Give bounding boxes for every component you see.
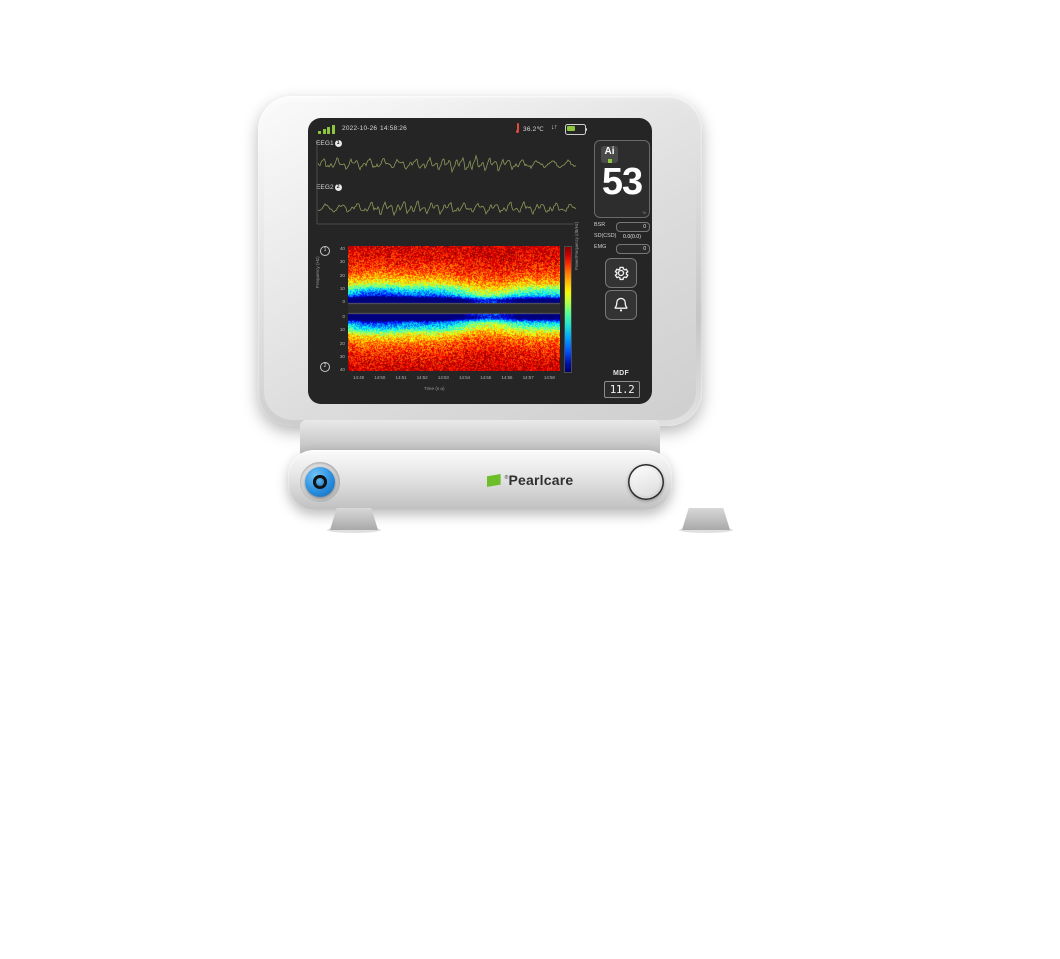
status-temperature: 36.2℃ (523, 126, 544, 133)
status-time: 14:58:26 (380, 125, 407, 132)
spectrogram-xtick: 14:56 (501, 375, 513, 380)
param-label-bsr: BSR (594, 222, 606, 228)
param-label-emg: EMG (594, 244, 607, 250)
numeric-panel: Ai 53 % BSR 0 SD(CSD) 0.0(0.0) EMG 0 (594, 140, 650, 398)
settings-button[interactable] (605, 258, 637, 288)
spectrogram-xtick: 14:51 (395, 375, 407, 380)
ai-index-box[interactable]: Ai 53 % (594, 140, 650, 218)
stand-leg-left (330, 508, 378, 530)
param-value-emg: 0 (643, 246, 646, 252)
spectrogram-ytick: 30 (339, 259, 345, 265)
param-value-bsr: 0 (643, 224, 646, 230)
spectrogram-channel1-marker: 1 (320, 246, 330, 256)
gear-icon (614, 266, 629, 281)
eeg1-trace (317, 154, 577, 174)
param-bar-bsr: 0 (616, 222, 650, 232)
spectrogram-ytick: 40 (339, 367, 345, 372)
spectrogram-yticks-top: 40 30 20 10 0 (329, 246, 345, 304)
spectrogram-xtick: 14:58 (543, 375, 555, 380)
spectrogram-panel: Frequency (Hz) 1 2 40 30 20 10 0 0 10 20 30 40 P… (315, 222, 594, 396)
ai-index-unit: % (642, 210, 646, 215)
ai-tag-icon: Ai (601, 146, 618, 163)
up-down-arrows-icon: ↓↑ (551, 124, 558, 131)
screenshot-root: 2022-10-26 14:58:26 36.2℃ ↓↑ EEG1 1 EEG2 2 (0, 96, 1060, 533)
eeg1-badge: 1 (334, 140, 342, 147)
spectrogram-xtick: 14:55 (480, 375, 492, 380)
monitor-screen: 2022-10-26 14:58:26 36.2℃ ↓↑ EEG1 1 EEG2 2 (308, 118, 652, 404)
stand-shadow-left (327, 527, 381, 533)
leaf-icon (486, 474, 501, 487)
spectrogram-ytick: 40 (339, 246, 345, 251)
spectrogram-xtick: 14:53 (437, 375, 449, 380)
spectrogram-plot (348, 246, 560, 371)
spectrogram-xtick: 14:50 (374, 375, 386, 380)
spectrogram-ytick: 0 (342, 299, 345, 304)
waveform-axis (316, 144, 574, 225)
status-date: 2022-10-26 (342, 125, 378, 132)
param-label-sdcsd: SD(CSD) (594, 233, 617, 239)
spectrogram-xtick: 14:52 (416, 375, 428, 380)
battery-icon (565, 124, 587, 135)
eeg1-label: EEG1 1 (316, 140, 342, 147)
eeg-waveform-panel: EEG1 1 EEG2 2 (316, 140, 580, 236)
param-row-bsr[interactable]: BSR 0 (594, 222, 650, 232)
spectrogram-ytick: 10 (339, 285, 345, 291)
param-row-emg[interactable]: EMG 0 (594, 244, 650, 254)
spectrogram-yticks-bottom: 0 10 20 30 40 (329, 314, 345, 372)
rotary-knob-core (316, 478, 324, 486)
stand-shadow-right (679, 527, 733, 533)
bell-icon (614, 297, 628, 312)
param-value-sdcsd: 0.0(0.0) (623, 234, 641, 240)
spectrogram-colorbar (564, 246, 572, 373)
eeg2-badge: 2 (334, 184, 342, 191)
spectrogram-xtick: 14:57 (522, 375, 534, 380)
spectrogram-xtick: 14:49 (353, 375, 365, 380)
spectrogram-y-axis-label: Frequency (Hz) (315, 256, 320, 288)
param-bar-emg: 0 (616, 244, 650, 254)
spectrogram-ytick: 30 (339, 353, 345, 359)
mdf-value: 11.2 (604, 381, 640, 398)
spectrogram-ytick: 20 (339, 272, 345, 278)
mdf-label: MDF (612, 370, 630, 377)
signal-bars-icon (318, 124, 338, 134)
thermometer-icon (516, 123, 520, 134)
status-bar: 2022-10-26 14:58:26 36.2℃ ↓↑ (308, 118, 652, 138)
spectrogram-channel2-marker: 2 (320, 362, 330, 372)
ai-index-value: 53 (601, 161, 643, 203)
spectrogram-ytick: 0 (342, 314, 345, 319)
spectrogram-ytick: 10 (339, 327, 345, 333)
power-button[interactable] (632, 468, 660, 496)
spectrogram-xtick: 14:54 (459, 375, 471, 380)
base-unit (288, 450, 672, 510)
eeg2-trace (317, 200, 576, 217)
registered-mark: ® (504, 475, 509, 481)
eeg2-label: EEG2 2 (316, 184, 342, 191)
colorbar-label: Power/Frequency (dB/Hz) (574, 221, 579, 270)
stand-leg-right (682, 508, 730, 530)
spectrogram-x-axis-label: Time (s a) (424, 386, 445, 391)
param-row-sdcsd[interactable]: SD(CSD) 0.0(0.0) (594, 233, 648, 242)
brand-name: Pearlcare (508, 472, 574, 488)
alarm-button[interactable] (605, 290, 637, 320)
brand-logo: ®Pearlcare (0, 472, 1060, 488)
spectrogram-ytick: 20 (339, 340, 345, 346)
